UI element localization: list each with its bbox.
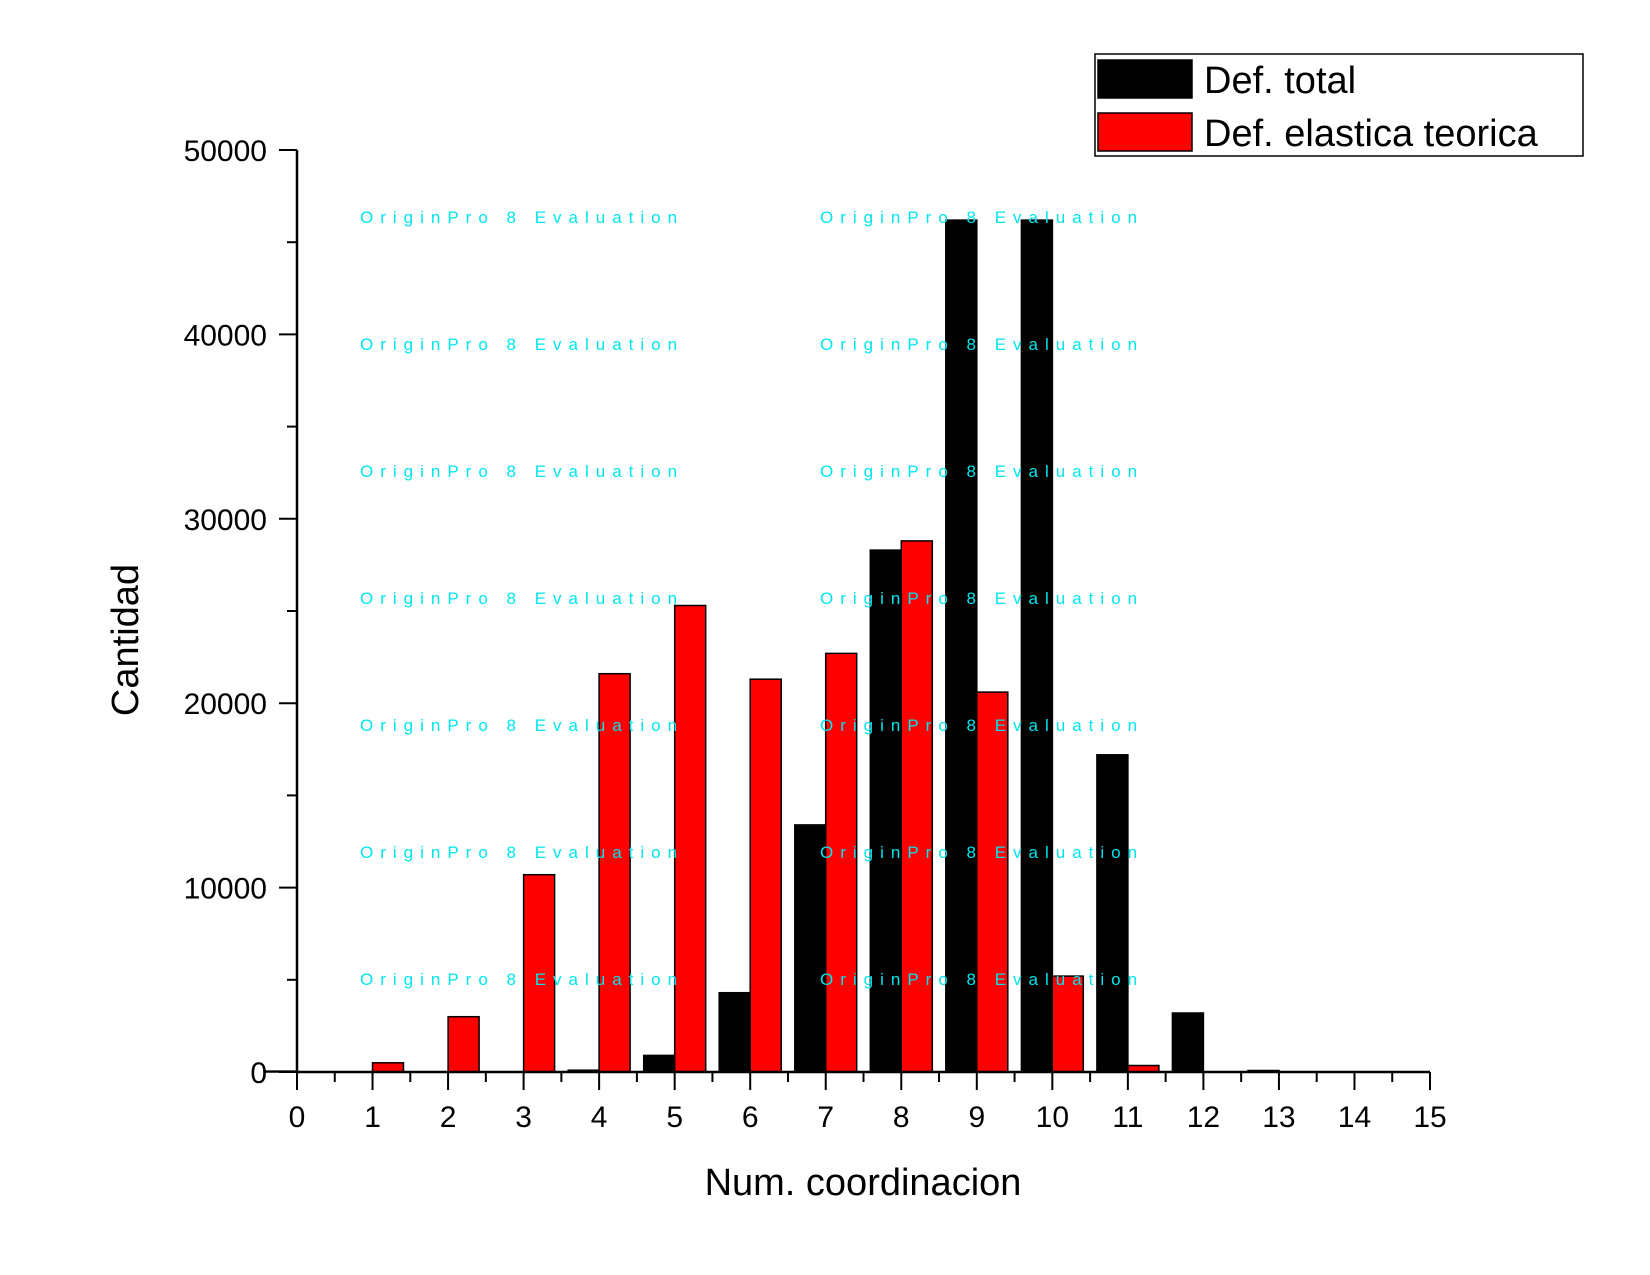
- y-tick-label: 30000: [184, 504, 267, 537]
- bar-def-total-9: [945, 219, 978, 1073]
- x-tick-label: 0: [289, 1101, 306, 1134]
- x-tick-label: 11: [1112, 1101, 1143, 1134]
- legend: Def. total Def. elastica teorica: [1094, 53, 1584, 157]
- y-tick-label: 20000: [184, 688, 267, 721]
- watermark-text: OriginPro 8 Evaluation: [360, 716, 684, 735]
- bar-def-elastica-5: [673, 604, 707, 1073]
- x-tick-label: 4: [591, 1101, 608, 1134]
- x-tick-label: 7: [817, 1101, 834, 1134]
- bars-layer: [265, 219, 1280, 1073]
- bar-def-total-11: [1096, 754, 1129, 1073]
- watermark-text: OriginPro 8 Evaluation: [360, 462, 684, 481]
- y-tick-label: 10000: [184, 873, 267, 906]
- y-tick-label: 50000: [184, 135, 267, 168]
- x-tick-label: 6: [742, 1101, 759, 1134]
- bar-def-elastica-1: [371, 1062, 405, 1073]
- x-tick-label: 9: [968, 1101, 985, 1134]
- bar-def-elastica-9: [976, 691, 1009, 1073]
- bar-def-elastica-3: [522, 873, 556, 1073]
- x-axis-title: Num. coordinacion: [705, 1162, 1022, 1204]
- x-ticks: 0 1 2 3 4 5 6 7 8 9 10 11 12 13 14 15: [289, 1072, 1447, 1134]
- watermark-text: OriginPro 8 Evaluation: [360, 843, 684, 862]
- bar-def-total-7: [794, 824, 827, 1073]
- x-tick-label: 5: [666, 1101, 683, 1134]
- legend-label-def-elastica: Def. elastica teorica: [1204, 113, 1539, 155]
- watermark-text: OriginPro 8 Evaluation: [820, 716, 1144, 735]
- bar-def-total-8: [869, 549, 903, 1073]
- y-axis-title: Cantidad: [105, 564, 147, 716]
- bar-def-total-12: [1171, 1012, 1205, 1073]
- y-tick-label: 40000: [184, 319, 267, 352]
- axes: [295, 150, 1430, 1074]
- x-tick-label: 15: [1413, 1101, 1446, 1134]
- watermark-text: OriginPro 8 Evaluation: [820, 208, 1144, 227]
- legend-swatch-def-elastica: [1097, 112, 1193, 152]
- x-tick-label: 2: [440, 1101, 457, 1134]
- x-tick-label: 14: [1338, 1101, 1371, 1134]
- bar-def-elastica-7: [824, 652, 858, 1073]
- bar-def-elastica-2: [447, 1015, 480, 1073]
- bar-def-elastica-10: [1051, 975, 1085, 1073]
- watermark-text: OriginPro 8 Evaluation: [820, 970, 1144, 989]
- legend-swatch-def-total: [1097, 59, 1193, 99]
- watermark-text: OriginPro 8 Evaluation: [360, 970, 684, 989]
- watermark-text: OriginPro 8 Evaluation: [360, 208, 684, 227]
- y-tick-label: 0: [250, 1057, 267, 1090]
- x-tick-label: 3: [515, 1101, 532, 1134]
- bar-def-total-5: [642, 1054, 676, 1073]
- watermark-text: OriginPro 8 Evaluation: [360, 335, 684, 354]
- x-tick-label: 13: [1262, 1101, 1295, 1134]
- bar-def-elastica-4: [598, 672, 631, 1073]
- x-tick-label: 12: [1187, 1101, 1220, 1134]
- watermark-layer: OriginPro 8 Evaluation OriginPro 8 Evalua…: [360, 208, 1144, 989]
- watermark-text: OriginPro 8 Evaluation: [360, 589, 684, 608]
- bar-def-elastica-6: [749, 678, 782, 1073]
- legend-label-def-total: Def. total: [1204, 60, 1356, 102]
- bar-def-elastica-8: [900, 540, 934, 1073]
- y-ticks: 0 10000 20000 30000 40000 50000: [184, 135, 297, 1090]
- x-tick-label: 8: [893, 1101, 910, 1134]
- bar-def-total-6: [718, 991, 751, 1073]
- x-tick-label: 1: [364, 1101, 381, 1134]
- x-tick-label: 10: [1036, 1101, 1069, 1134]
- bar-def-total-10: [1020, 219, 1054, 1073]
- watermark-text: OriginPro 8 Evaluation: [820, 843, 1144, 862]
- watermark-text: OriginPro 8 Evaluation: [820, 335, 1144, 354]
- watermark-text: OriginPro 8 Evaluation: [820, 589, 1144, 608]
- watermark-text: OriginPro 8 Evaluation: [820, 462, 1144, 481]
